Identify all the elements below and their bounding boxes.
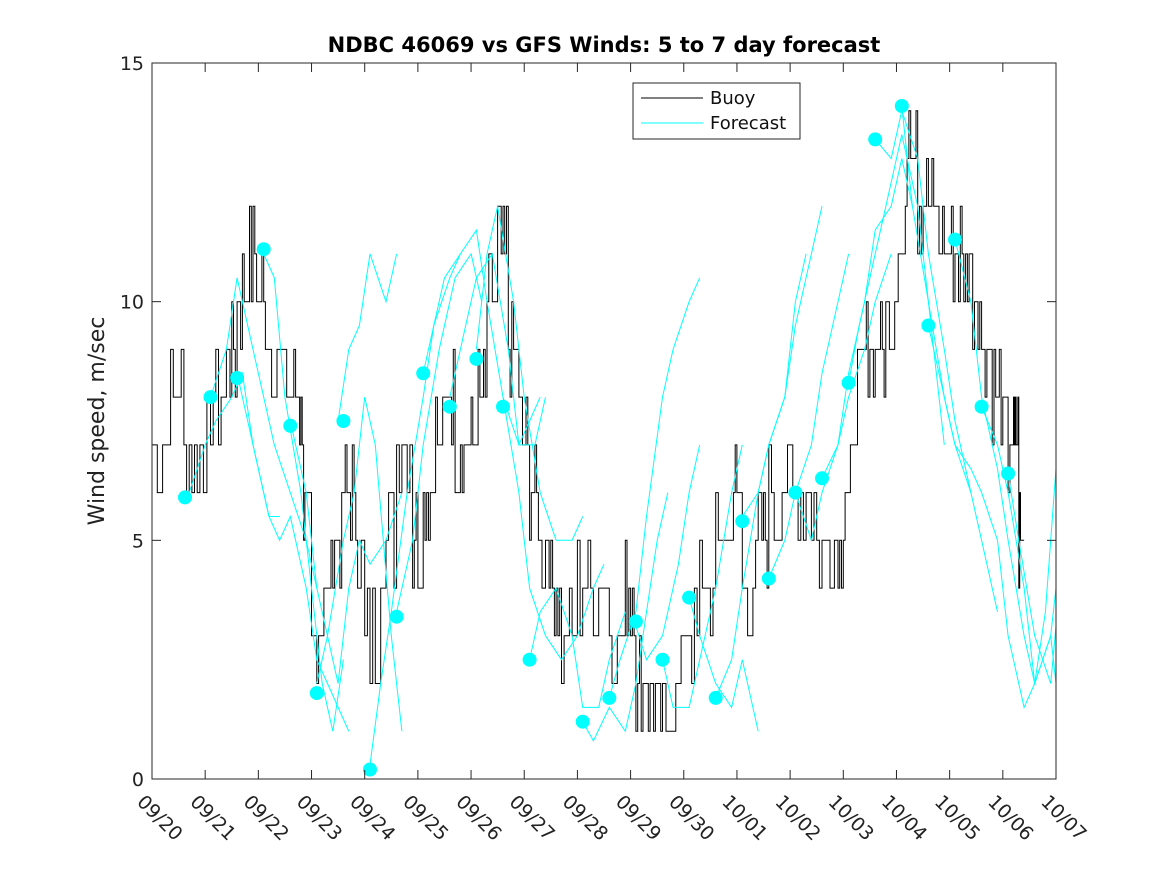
legend-buoy-label: Buoy (710, 88, 756, 109)
forecast-point (336, 414, 351, 428)
forecast-point (442, 399, 457, 414)
y-tick-label: 0 (132, 769, 144, 791)
forecast-point (708, 690, 723, 705)
forecast-point (921, 318, 936, 333)
forecast-line-22 (794, 253, 892, 543)
axes-box (151, 62, 1057, 780)
forecast-point (974, 399, 989, 414)
forecast-point (761, 571, 776, 586)
forecast-line-17 (662, 444, 743, 708)
forecast-line-20 (741, 206, 823, 517)
forecast-point (735, 514, 750, 529)
legend-forecast-label: Forecast (710, 113, 786, 134)
forecast-points (178, 99, 1016, 777)
y-tick-label: 5 (132, 530, 144, 552)
forecast-line-29 (981, 406, 1057, 684)
forecast-line-5 (316, 396, 403, 732)
forecast-point (575, 714, 590, 729)
legend-box (632, 82, 801, 140)
forecast-line-14 (582, 492, 669, 742)
forecast-point (682, 590, 697, 605)
forecast-point (1001, 466, 1016, 481)
forecast-line-21 (768, 253, 850, 579)
forecast-series (188, 105, 1057, 765)
forecast-point (178, 490, 192, 505)
forecast-line-30 (1007, 473, 1057, 684)
forecast-line-11 (475, 206, 584, 541)
forecast-point (841, 375, 856, 390)
forecast-line-24 (848, 134, 945, 445)
forecast-line-3 (263, 253, 344, 732)
forecast-line-1 (210, 277, 318, 589)
forecast-point (868, 132, 883, 147)
forecast-point (203, 390, 218, 405)
forecast-point (283, 418, 298, 433)
forecast-line-8 (396, 252, 483, 613)
forecast-point (815, 471, 829, 486)
forecast-line-18 (688, 597, 759, 732)
forecast-point (309, 686, 324, 701)
forecast-line-9 (422, 228, 541, 447)
forecast-point (655, 652, 670, 667)
y-tick-label: 15 (120, 53, 144, 75)
forecast-line-7 (369, 253, 461, 765)
forecast-line-15 (608, 277, 701, 699)
forecast-point (389, 609, 404, 624)
forecast-point (496, 399, 510, 414)
forecast-line-23 (821, 158, 913, 479)
forecast-point (788, 485, 803, 500)
forecast-line-16 (635, 444, 701, 661)
legend: Buoy Forecast (632, 82, 801, 140)
forecast-point (230, 371, 245, 385)
forecast-line-12 (502, 397, 605, 661)
forecast-point (602, 690, 617, 705)
forecast-line-2 (236, 373, 350, 732)
forecast-line-4 (289, 420, 403, 684)
forecast-line-6 (337, 253, 398, 422)
forecast-line-25 (874, 108, 972, 493)
forecast-point (522, 652, 537, 667)
y-tick-label: 10 (120, 292, 144, 314)
forecast-point (363, 762, 377, 777)
forecast-point (256, 242, 271, 257)
forecast-point (894, 99, 909, 113)
forecast-point (416, 366, 431, 381)
forecast-line-28 (954, 239, 1057, 686)
y-axis-label: Wind speed, m/sec (85, 317, 110, 526)
y-axis: 0 5 10 15 (120, 53, 1056, 791)
forecast-point (948, 232, 962, 247)
forecast-point (469, 351, 484, 366)
forecast-point (628, 614, 643, 629)
chart-title: NDBC 46069 vs GFS Winds: 5 to 7 day fore… (328, 33, 881, 57)
forecast-line-13 (529, 586, 626, 708)
